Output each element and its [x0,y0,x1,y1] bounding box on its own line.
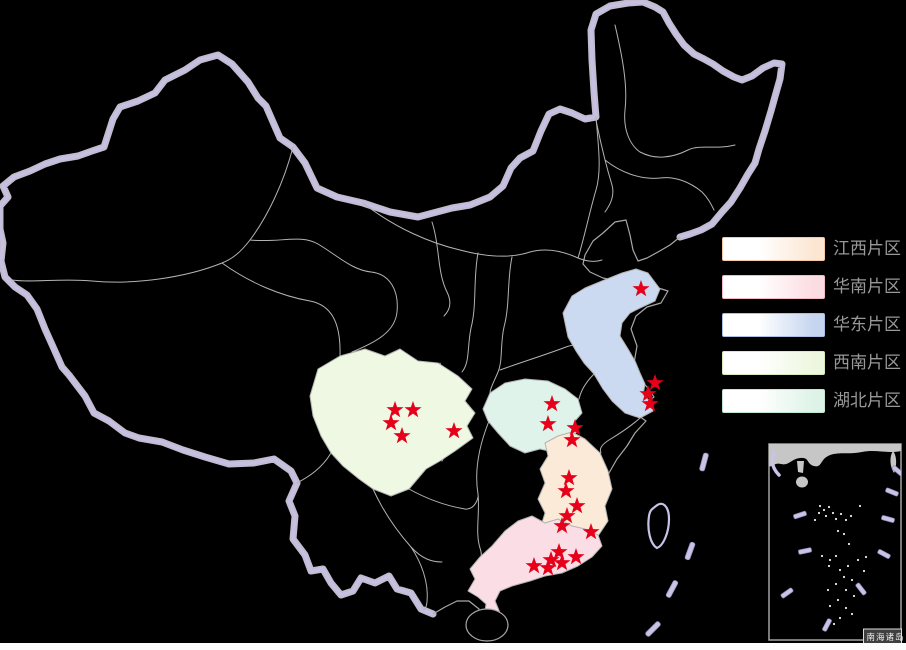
city-star-marker[interactable] [539,559,557,576]
city-star-marker[interactable] [539,415,557,432]
south-china-sea-inset: 南海诸岛 [768,443,905,644]
legend-label-hubei: 湖北片区 [833,391,901,411]
city-star-marker[interactable] [382,414,400,431]
city-star-marker[interactable] [393,427,411,444]
city-star-marker[interactable] [566,419,584,436]
city-star-marker[interactable] [567,548,585,565]
bottom-edge-strip [0,643,906,650]
city-star-marker[interactable] [445,422,463,439]
island-dot [828,558,832,562]
city-star-marker[interactable] [386,401,404,418]
city-markers [382,280,664,576]
legend-item-huanan[interactable]: 华南片区 [722,275,901,299]
island-dot [828,604,832,608]
inset-coast-arc [770,451,781,477]
city-star-marker[interactable] [560,469,578,486]
legend-item-xinan[interactable]: 西南片区 [722,351,901,375]
island-dot [817,511,821,515]
island-dot [820,554,824,558]
island-dot [822,508,826,512]
island-dot [842,575,846,579]
city-star-marker[interactable] [550,543,568,560]
island-dot [818,504,822,508]
island-dot [813,518,817,522]
legend-label-huadong: 华东片区 [833,315,901,335]
hainan-island [465,608,509,642]
city-star-marker[interactable] [553,554,571,571]
legend-item-hubei[interactable]: 湖北片区 [722,389,901,413]
city-star-marker[interactable] [542,551,560,568]
city-star-marker[interactable] [557,482,575,499]
inset-mainland [769,444,901,467]
legend-swatch-huanan [722,275,825,299]
island-dot [834,554,838,558]
city-star-marker[interactable] [568,497,586,514]
island-dot [862,569,866,573]
city-star-marker[interactable] [553,517,571,534]
city-star-marker[interactable] [646,374,664,391]
island-dot [856,558,860,562]
national-border [0,0,786,618]
inset-dash-line [780,465,901,632]
island-dot [844,518,848,522]
island-dot [831,511,835,515]
legend-swatch-jiangxi [722,237,825,261]
taiwan-island [647,502,671,550]
island-dot [827,564,831,568]
city-star-marker[interactable] [558,507,576,524]
city-star-marker[interactable] [641,395,659,412]
legend-item-huadong[interactable]: 华东片区 [722,313,901,337]
city-star-marker[interactable] [563,431,581,448]
inset-label: 南海诸岛 [867,632,905,643]
island-dot [832,622,836,626]
city-star-marker[interactable] [582,523,600,540]
island-dot [864,555,868,559]
legend-swatch-xinan [722,351,825,375]
island-dot [834,582,838,586]
island-dot [824,514,828,518]
inset-label-box: 南海诸岛 [863,628,905,644]
island-dot [850,578,854,582]
island-dot [839,512,843,516]
city-star-marker[interactable] [632,280,650,297]
region-east[interactable] [562,268,661,419]
legend-label-jiangxi: 江西片区 [833,239,901,259]
city-star-marker[interactable] [543,395,561,412]
legend-label-xinan: 西南片区 [833,353,901,373]
city-star-marker[interactable] [525,557,543,574]
inset-island-dots [813,504,868,626]
region-south[interactable] [467,515,603,627]
island-dot [836,529,840,533]
island-dot [850,612,854,616]
island-dot [847,542,851,546]
island-dot [834,517,838,521]
city-star-marker[interactable] [639,385,657,402]
island-dot [838,616,842,620]
legend-swatch-hubei [722,389,825,413]
island-dot [858,504,862,508]
island-dot [826,588,830,592]
legend-swatch-huadong [722,313,825,337]
legend: 江西片区华南片区华东片区西南片区湖北片区 [722,237,901,427]
island-dot [846,564,850,568]
legend-label-huanan: 华南片区 [833,277,901,297]
inset-hainan [796,476,808,488]
legend-item-jiangxi[interactable]: 江西片区 [722,237,901,261]
inset-leizhou [797,461,804,473]
city-star-marker[interactable] [404,401,422,418]
island-dot [852,594,856,598]
nine-dash-line [645,452,709,637]
island-dot [844,588,848,592]
island-dot [838,568,842,572]
island-dot [842,532,846,536]
island-dot [836,598,840,602]
island-dot [849,514,853,518]
island-dot [827,505,831,509]
island-dot [844,606,848,610]
